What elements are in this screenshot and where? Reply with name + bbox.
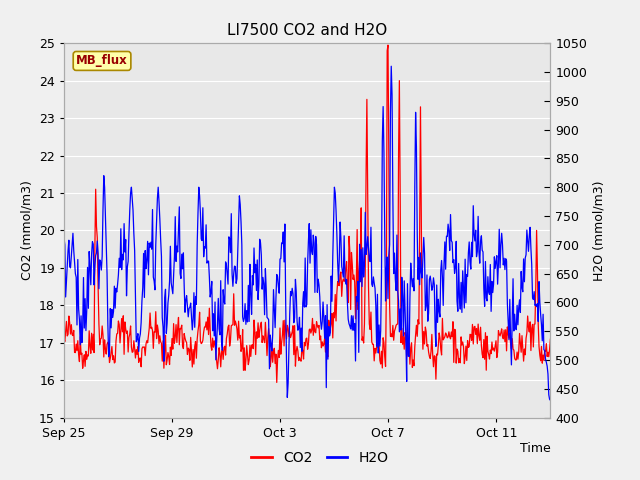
Legend: CO2, H2O: CO2, H2O xyxy=(246,445,394,471)
Y-axis label: CO2 (mmol/m3): CO2 (mmol/m3) xyxy=(20,180,33,280)
Title: LI7500 CO2 and H2O: LI7500 CO2 and H2O xyxy=(227,23,387,38)
Text: Time: Time xyxy=(520,442,550,455)
Y-axis label: H2O (mmol/m3): H2O (mmol/m3) xyxy=(593,180,605,281)
Text: MB_flux: MB_flux xyxy=(76,54,128,67)
